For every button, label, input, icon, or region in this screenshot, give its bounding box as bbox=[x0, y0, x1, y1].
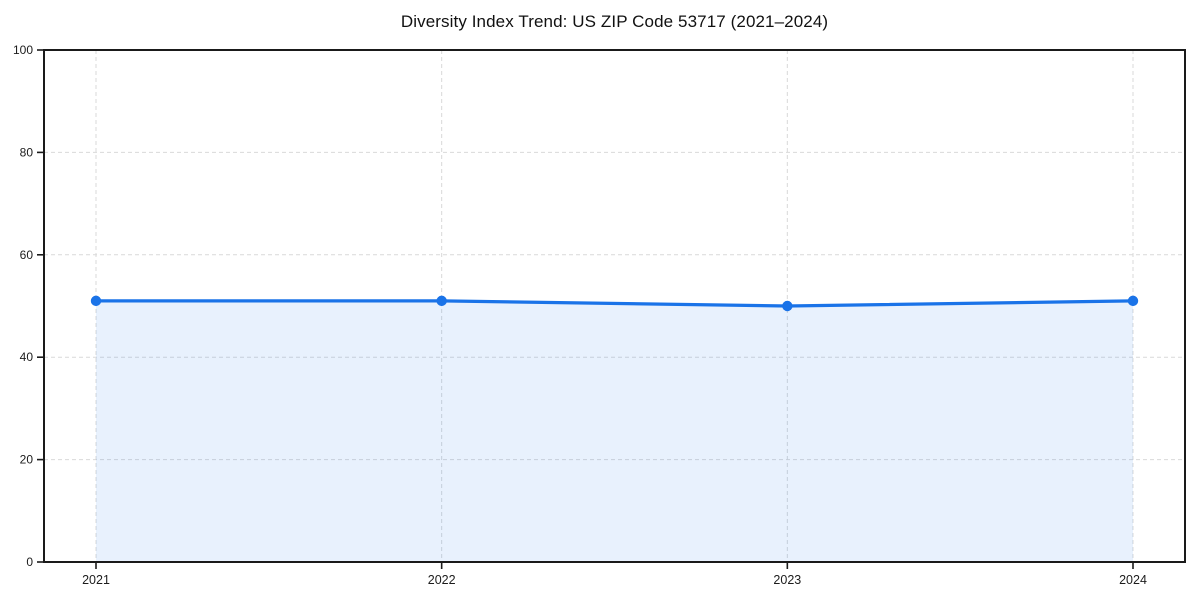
data-point bbox=[436, 295, 447, 307]
x-tick-label: 2023 bbox=[773, 573, 801, 587]
y-tick-label: 0 bbox=[26, 555, 33, 569]
x-tick-label: 2021 bbox=[82, 573, 110, 587]
plot-frame bbox=[43, 49, 1186, 563]
data-point bbox=[90, 295, 102, 307]
y-tick-label: 80 bbox=[20, 145, 34, 159]
x-tick-label: 2022 bbox=[428, 573, 456, 587]
x-tick-label: 2024 bbox=[1119, 573, 1147, 587]
data-point bbox=[1127, 295, 1139, 307]
data-point bbox=[782, 300, 793, 312]
trend-line bbox=[94, 299, 1135, 308]
y-tick-label: 60 bbox=[20, 248, 34, 262]
area-fill bbox=[96, 300, 1133, 562]
y-tick-label: 20 bbox=[20, 453, 34, 467]
chart-title: Diversity Index Trend: US ZIP Code 53717… bbox=[400, 12, 829, 31]
y-tick-label: 40 bbox=[20, 350, 34, 364]
y-tick-label: 100 bbox=[13, 43, 33, 57]
